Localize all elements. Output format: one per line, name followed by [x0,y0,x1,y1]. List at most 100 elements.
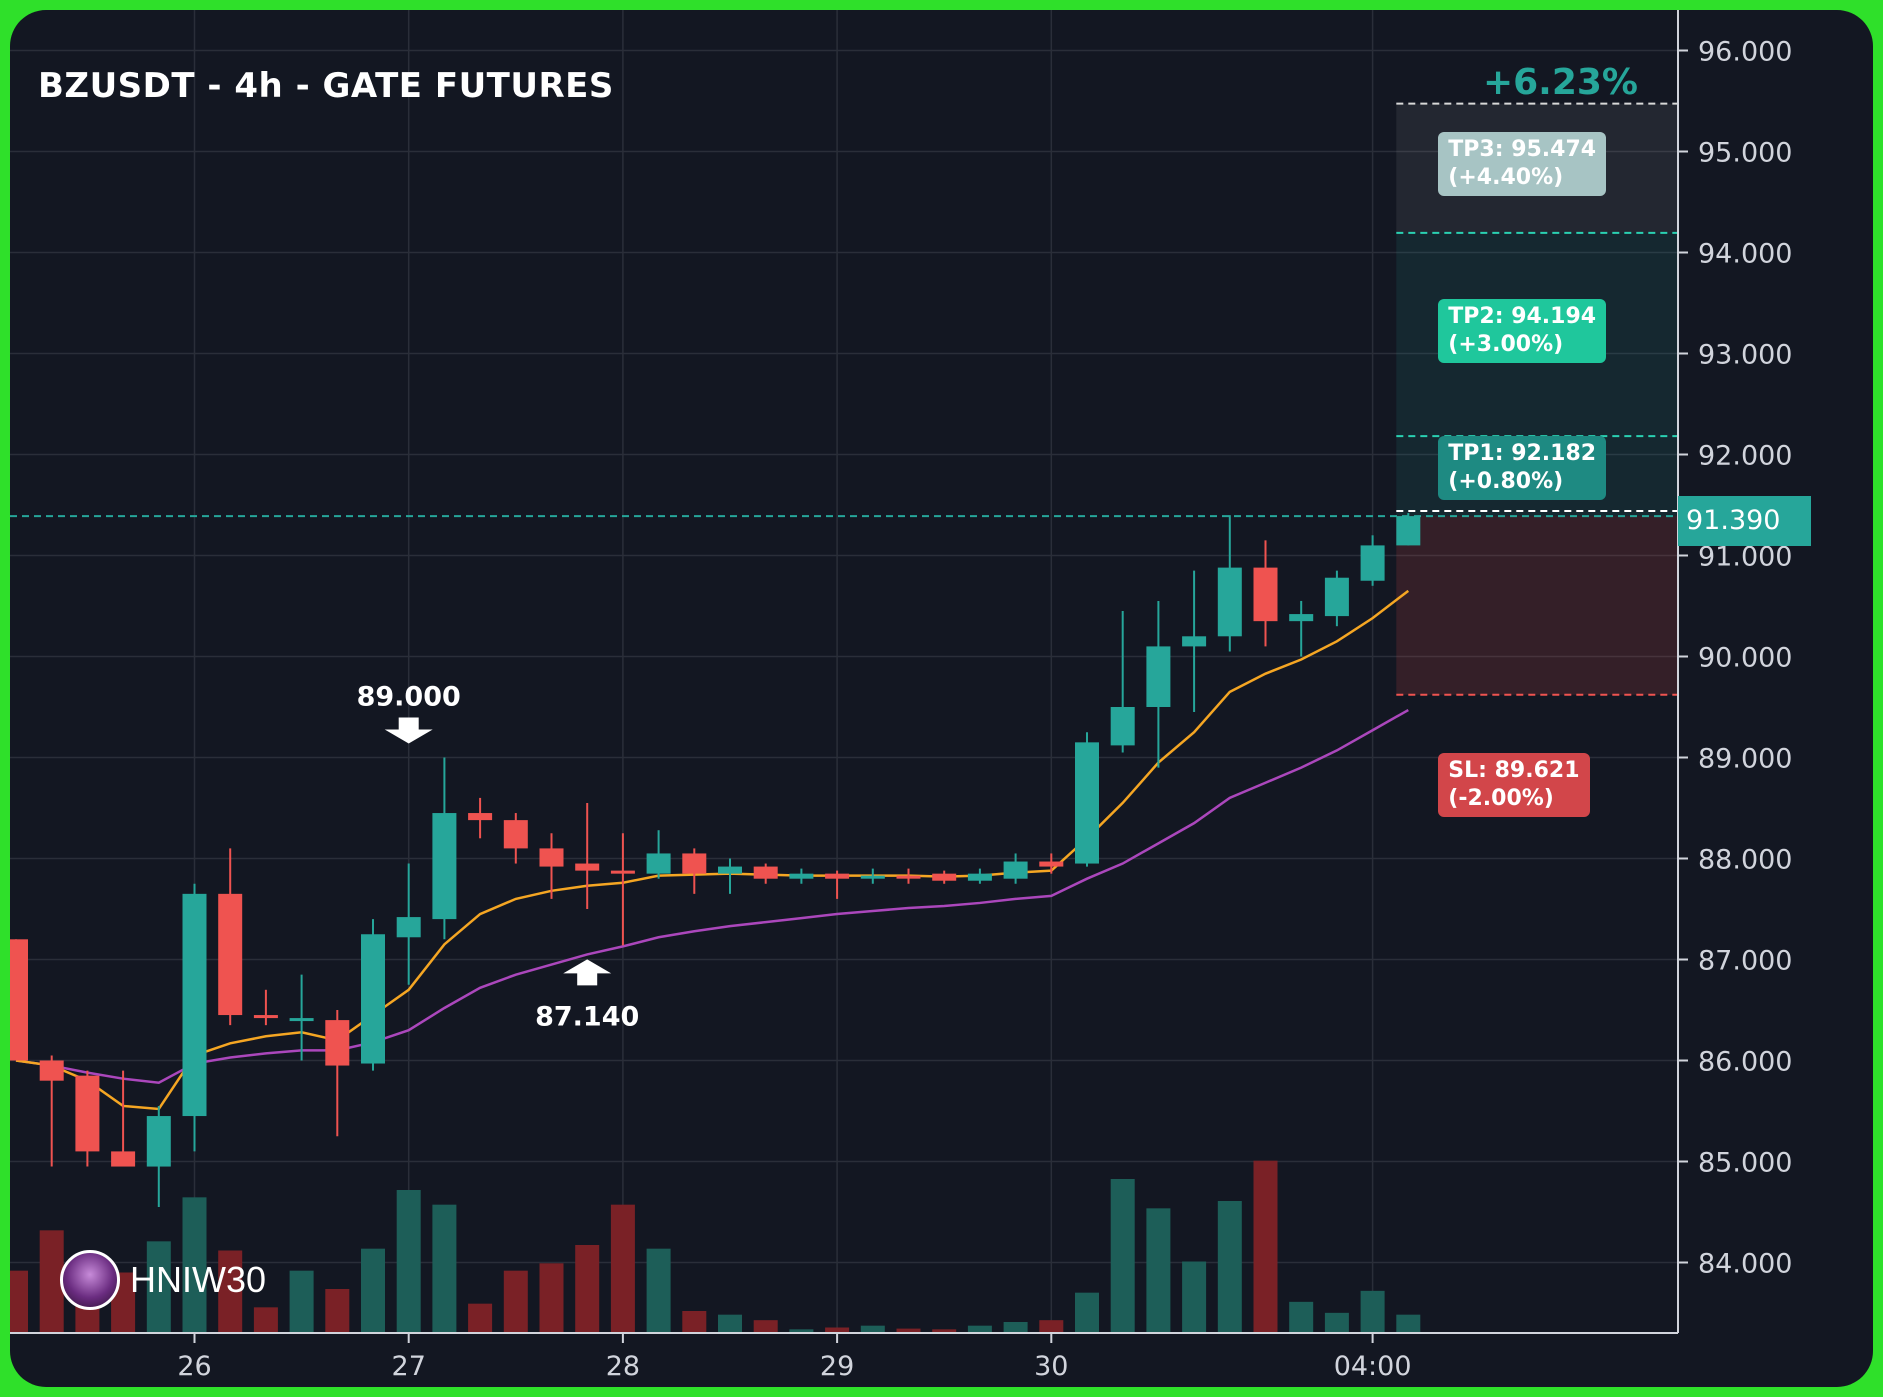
candles [10,513,1421,1207]
candle-body [1110,707,1135,746]
candle-body [539,848,564,867]
volume-bar [1289,1301,1314,1333]
volume-bar [1360,1290,1385,1333]
volume-bar [182,1197,207,1333]
candle-body [218,893,243,1016]
volume-bar [932,1329,957,1333]
volume-bar [1253,1160,1278,1333]
candle-body [111,1151,136,1167]
candle-body [575,863,600,871]
candle-body [75,1075,100,1152]
brand-name: HNIW30 [130,1259,267,1300]
tp1-label: TP1: 92.182 (+0.80%) [1438,436,1607,501]
volume-bar [503,1270,528,1333]
volume-bar [396,1190,421,1333]
y-tick-label: 91.000 [1698,542,1792,573]
volume-bar [146,1241,171,1333]
y-tick-label: 86.000 [1698,1047,1792,1078]
avatar [60,1250,120,1310]
candle-body [325,1020,350,1066]
x-tick-label: 26 [177,1351,211,1382]
gain-percent: +6.23% [1482,62,1638,103]
candle-body [361,934,385,1064]
volume-bar [1075,1292,1099,1333]
volume-bar [575,1245,600,1333]
price-chart[interactable]: 89.000 87.140 96.000 95.000 94.000 93.000 92.… [10,10,1873,1387]
y-tick-label: 94.000 [1698,239,1792,270]
volume-bar [432,1204,457,1333]
volume-bar [682,1311,707,1333]
volume-bar [1003,1322,1028,1333]
y-tick-label: 96.000 [1698,37,1792,68]
candle-body [1182,636,1207,647]
candle-body [860,875,885,879]
candle-body [1039,861,1064,867]
volume-bar [610,1204,635,1333]
volume-bar [967,1325,992,1333]
ema-fast-line [15,589,1410,1111]
annotation-high-label: 89.000 [357,682,461,713]
candle-body [1075,742,1099,864]
target-zones [10,102,1678,696]
annotation-low-label: 87.140 [535,1001,639,1032]
ema-lines [15,589,1410,1111]
candle-body [1289,614,1314,622]
candle-body [503,820,528,849]
candle-body [253,1015,278,1019]
volume-bars [10,1160,1421,1333]
volume-bar [289,1270,314,1333]
x-tick-label: 30 [1034,1351,1068,1382]
volume-bar [646,1248,671,1333]
candle-body [825,873,850,879]
volume-bar [10,1270,28,1333]
volume-bar [1217,1201,1242,1333]
stop-loss-label: SL: 89.621 (-2.00%) [1438,752,1590,817]
candle-body [432,813,457,920]
x-tick-label: 29 [820,1351,854,1382]
candle-body [1217,567,1242,637]
sl-zone [1396,516,1678,695]
candle-body [932,873,957,881]
chart-frame: 89.000 87.140 96.000 95.000 94.000 93.000 92.… [10,10,1873,1387]
volume-bar [325,1289,350,1333]
arrow-down-icon [384,717,433,744]
ema-slow-line [15,708,1409,1085]
candle-body [10,939,28,1061]
y-tick-label: 92.000 [1698,441,1792,472]
volume-bar [1182,1261,1207,1333]
tp3-label: TP3: 95.474 (+4.40%) [1438,131,1607,196]
candle-body [1360,545,1385,581]
volume-bar [1324,1312,1349,1333]
volume-bar [468,1303,493,1333]
tp2-label: TP2: 94.194 (+3.00%) [1438,298,1607,363]
volume-bar [896,1328,921,1333]
candle-body [1003,861,1028,879]
axes: 96.000 95.000 94.000 93.000 92.000 91.000 90.0… [10,10,1792,1382]
volume-bar [1396,1314,1421,1333]
volume-bar [39,1230,64,1333]
volume-bar [860,1325,885,1333]
y-tick-label: 88.000 [1698,845,1792,876]
candle-body [182,893,207,1117]
candle-body [39,1060,64,1081]
volume-bar [1039,1320,1064,1333]
candle-body [789,873,814,879]
candle-body [1146,646,1171,707]
y-tick-label: 85.000 [1698,1148,1792,1179]
candle-body [753,866,778,879]
candle-body [1253,567,1278,622]
volume-bar [1110,1179,1135,1333]
volume-bar [753,1320,778,1333]
current-price-tag: 91.390 [1678,496,1811,546]
x-tick-label: 28 [606,1351,640,1382]
y-tick-label: 93.000 [1698,340,1792,371]
candle-body [468,813,493,821]
candle-body [1396,516,1421,546]
volume-bar [789,1329,814,1333]
candle-body [682,853,707,874]
candle-body [967,873,992,881]
volume-bar [1146,1208,1171,1333]
x-tick-label: 04:00 [1334,1351,1412,1382]
candle-body [146,1116,171,1167]
candle-body [1324,577,1349,617]
